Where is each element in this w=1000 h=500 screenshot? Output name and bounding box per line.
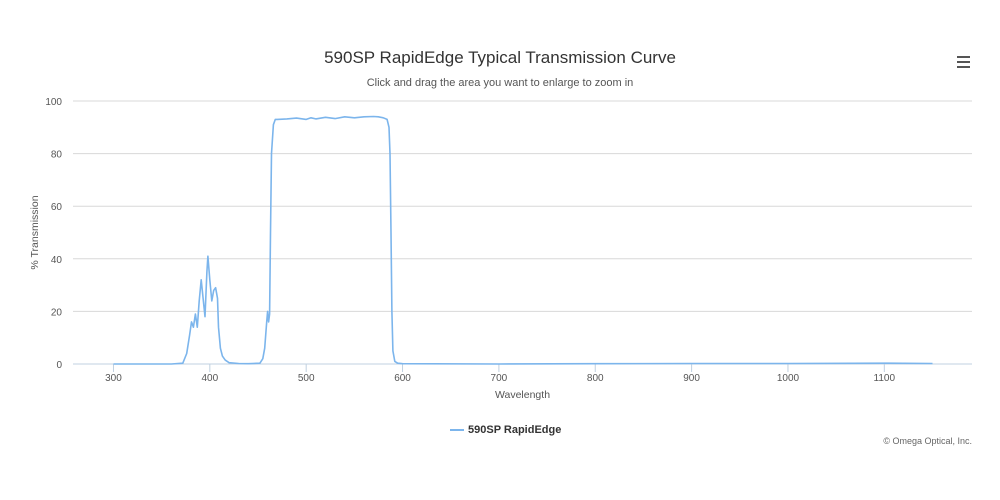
legend-item[interactable]: 590SP RapidEdge <box>450 422 561 438</box>
y-axis-title: % Transmission <box>29 195 41 269</box>
x-tick-label: 600 <box>394 373 411 384</box>
legend-label: 590SP RapidEdge <box>468 424 562 436</box>
x-tick-label: 1100 <box>874 373 896 384</box>
menu-bar <box>957 60 970 63</box>
y-tick-label: 40 <box>51 255 63 266</box>
menu-bar <box>957 55 970 58</box>
menu-bar <box>957 65 970 68</box>
hamburger-menu-icon[interactable] <box>954 53 974 71</box>
y-tick-label: 60 <box>51 202 63 213</box>
x-tick-label: 800 <box>587 373 604 384</box>
y-tick-label: 20 <box>51 307 63 318</box>
x-tick-label: 300 <box>105 373 122 384</box>
x-tick-label: 700 <box>491 373 508 384</box>
x-tick-label: 400 <box>201 373 218 384</box>
y-tick-label: 100 <box>45 97 62 108</box>
x-tick-label: 1000 <box>777 373 800 384</box>
y-tick-label: 0 <box>56 360 62 371</box>
x-tick-label: 900 <box>683 373 700 384</box>
chart-title: 590SP RapidEdge Typical Transmission Cur… <box>324 48 676 67</box>
y-tick-label: 80 <box>51 150 63 161</box>
x-tick-label: 500 <box>298 373 315 384</box>
legend-swatch <box>450 429 464 431</box>
chart-subtitle: Click and drag the area you want to enla… <box>366 77 634 89</box>
credit-text[interactable]: © Omega Optical, Inc. <box>883 436 972 446</box>
x-axis-title: Wavelength <box>495 389 550 401</box>
series-line-590sp-rapidedge <box>113 115 933 365</box>
